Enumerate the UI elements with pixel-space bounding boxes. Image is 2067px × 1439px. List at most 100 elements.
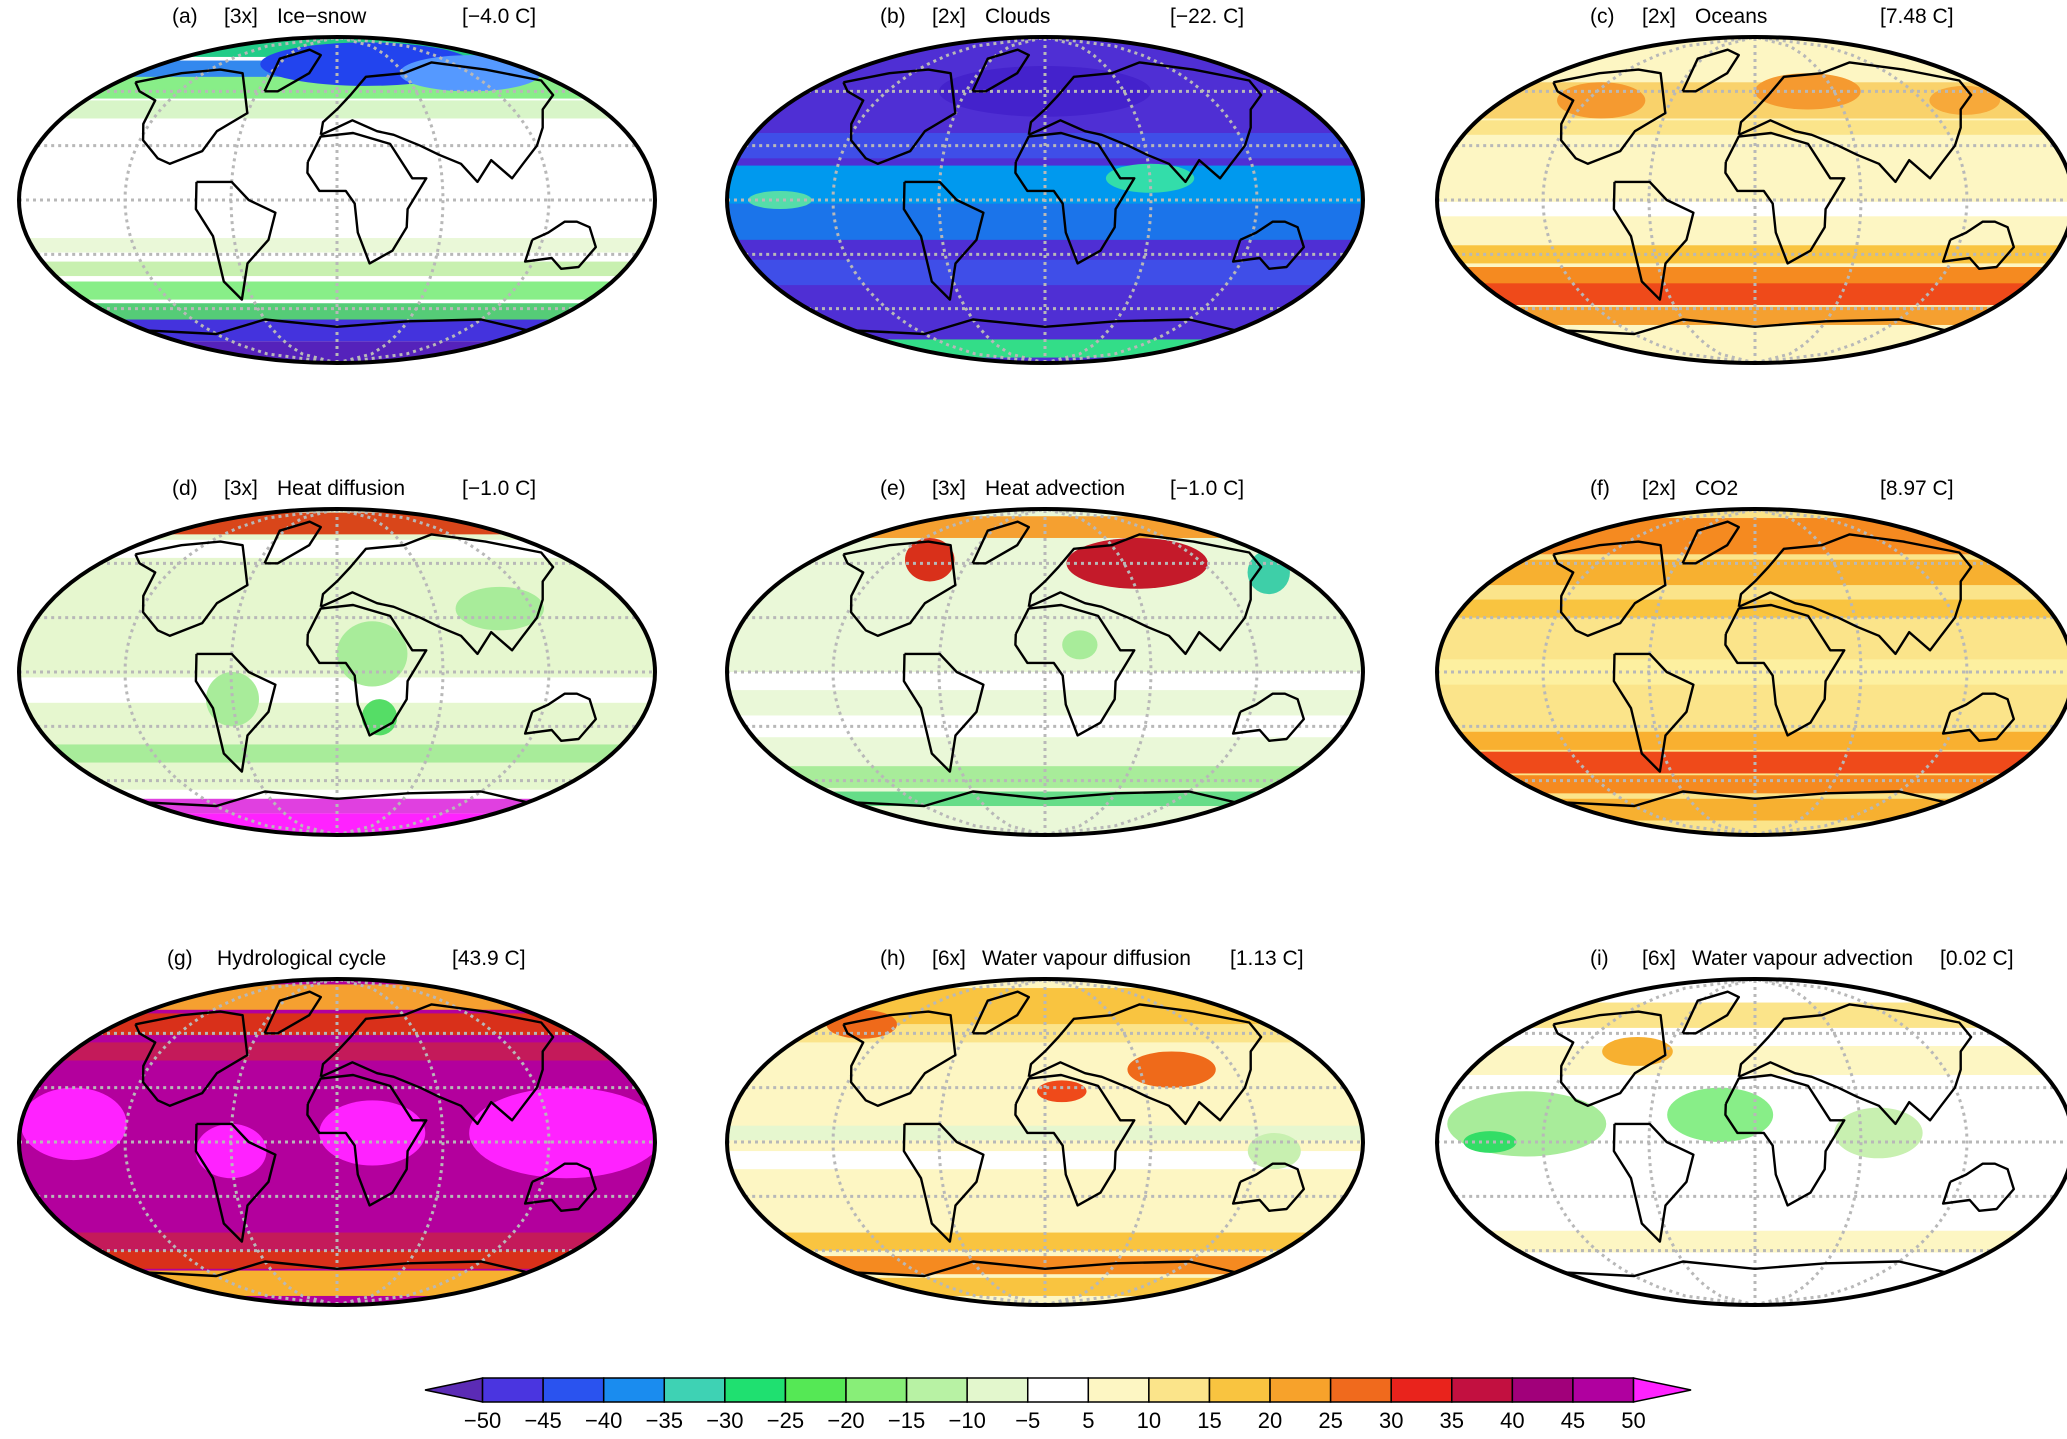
contour-region: [1037, 1080, 1087, 1103]
colorbar-box: [542, 1377, 605, 1403]
coastline-north-america: [842, 540, 957, 638]
contour-band: [727, 715, 1363, 738]
graticule-meridian: [1754, 979, 1969, 1305]
contour-band: [1437, 1230, 2067, 1253]
contour-region: [1602, 1036, 1673, 1066]
panel-mean: [7.48 C]: [1880, 5, 1954, 28]
panel-multiplier: [2x]: [1642, 477, 1676, 500]
map-outline: [17, 35, 657, 365]
panel-title: (h) [6x] Water vapour diffusion [1.13 C]: [720, 946, 1370, 976]
panel-mean: [43.9 C]: [452, 947, 526, 970]
colorbar-tick-label: 45: [1561, 1408, 1585, 1433]
coastline-greenland: [971, 48, 1030, 93]
coastline-greenland: [263, 520, 322, 565]
coastline-eurasia: [1027, 1003, 1263, 1126]
graticule-meridian: [336, 509, 445, 835]
panel-title: (d) [3x] Heat diffusion [−1.0 C]: [12, 476, 662, 506]
robinson-map: [725, 977, 1365, 1307]
panel-name: CO2: [1695, 477, 1739, 500]
graticule-meridian: [123, 979, 338, 1305]
coastline-south-america: [902, 180, 985, 301]
coastline-eurasia: [1737, 533, 1973, 656]
panel-title: (a) [3x] Ice−snow [−4.0 C]: [12, 4, 662, 34]
graticule-meridian: [831, 979, 1046, 1305]
graticule-meridian: [937, 979, 1046, 1305]
graticule-meridian: [336, 979, 445, 1305]
graticule-meridian: [123, 37, 338, 363]
graticule-meridian: [1647, 37, 1756, 363]
robinson-map: [1435, 507, 2067, 837]
contour-region: [469, 1087, 655, 1179]
panel-name: Ice−snow: [277, 5, 367, 28]
panel-multiplier: [3x]: [224, 477, 258, 500]
coastline-greenland: [263, 990, 322, 1035]
panel-title: (f) [2x] CO2 [8.97 C]: [1430, 476, 2067, 506]
contour-region: [20, 1087, 127, 1161]
contour-region: [1127, 1051, 1216, 1088]
coastline-australia: [523, 220, 597, 271]
coastline-antarctica: [146, 1260, 529, 1278]
panel-letter: (i): [1590, 947, 1609, 970]
graticule-meridian: [1044, 509, 1259, 835]
contour-band: [727, 672, 1363, 691]
contour-band: [1437, 751, 2067, 774]
robinson-map: [1435, 35, 2067, 365]
colorbar-tick-label: −15: [888, 1408, 925, 1433]
graticule-meridian: [1044, 37, 1259, 363]
coastline-greenland: [1681, 990, 1740, 1035]
coastline-antarctica: [854, 318, 1237, 336]
coastline-africa: [1014, 603, 1136, 737]
colorbar-box: [1269, 1377, 1332, 1403]
colorbar-tick-label: 30: [1379, 1408, 1403, 1433]
coastline-eurasia: [1737, 1003, 1973, 1126]
map-panel: (a) [3x] Ice−snow [−4.0 C]: [12, 4, 662, 365]
map-panel: (e) [3x] Heat advection [−1.0 C]: [720, 476, 1370, 837]
coastline-australia: [523, 1162, 597, 1213]
panel-mean: [0.02 C]: [1940, 947, 2014, 970]
colorbar-tick-label: −35: [646, 1408, 683, 1433]
coastline-eurasia: [1027, 533, 1263, 656]
colorbar: −50 −45 −40 −35 −30 −25 −20 −15 −10 −5 5 10 15 20 25 30…: [424, 1377, 1692, 1433]
contour-band: [19, 744, 655, 763]
robinson-map: [725, 507, 1365, 837]
coastline-antarctica: [1564, 790, 1947, 808]
coastline-africa: [1724, 603, 1846, 737]
graticule-meridian: [1541, 37, 1756, 363]
contour-region: [205, 672, 259, 727]
panel-mean: [1.13 C]: [1230, 947, 1304, 970]
colorbar-tick-label: −50: [464, 1408, 501, 1433]
contour-region: [939, 65, 1151, 117]
panel-multiplier: [3x]: [224, 5, 258, 28]
contour-band: [19, 319, 655, 342]
graticule-meridian: [229, 509, 338, 835]
coastline-africa: [1014, 1073, 1136, 1207]
panel-letter: (f): [1590, 477, 1610, 500]
contour-band: [1437, 731, 2067, 750]
contour-band: [727, 988, 1363, 1025]
contour-band: [1437, 775, 2067, 794]
coastline-north-america: [842, 1010, 957, 1108]
graticule-meridian: [1754, 509, 1969, 835]
coastline-north-america: [1552, 68, 1667, 166]
panel-name: Water vapour diffusion: [982, 947, 1191, 970]
panel-name: Water vapour advection: [1692, 947, 1914, 970]
coastline-south-america: [1612, 1122, 1695, 1243]
colorbar-box: [724, 1377, 787, 1403]
graticule-meridian: [229, 37, 338, 363]
colorbar-tick-label: 35: [1440, 1408, 1464, 1433]
graticule-meridian: [1647, 509, 1756, 835]
map-panel: (d) [3x] Heat diffusion [−1.0 C]: [12, 476, 662, 837]
coastline-africa: [1724, 131, 1846, 265]
colorbar-tick-label: 10: [1137, 1408, 1161, 1433]
colorbar-tick-label: −5: [1015, 1408, 1040, 1433]
colorbar-box: [1087, 1377, 1150, 1403]
contour-region: [1105, 163, 1195, 193]
graticule-meridian: [1754, 37, 1969, 363]
contour-region: [1834, 1107, 1923, 1159]
robinson-map: [725, 35, 1365, 365]
panel-mean: [8.97 C]: [1880, 477, 1954, 500]
panel-letter: (d): [172, 477, 198, 500]
colorbar-box: [1390, 1377, 1453, 1403]
coastline-africa: [306, 603, 428, 737]
colorbar-box: [966, 1377, 1029, 1403]
